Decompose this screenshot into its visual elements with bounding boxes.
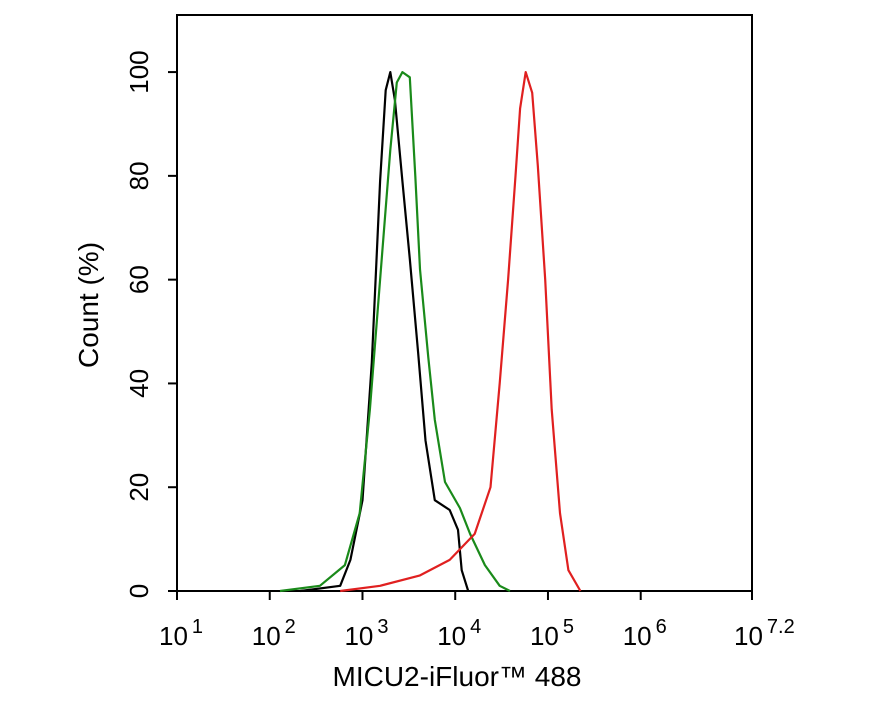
plot-frame bbox=[176, 14, 753, 592]
y-tick-label: 100 bbox=[124, 50, 154, 93]
x-axis-label: MICU2-iFluor™ 488 bbox=[333, 661, 582, 692]
y-tick-label: 0 bbox=[124, 584, 154, 598]
x-tick-base: 10 bbox=[437, 621, 466, 651]
x-tick-base: 10 bbox=[252, 621, 281, 651]
x-tick-exponent: 6 bbox=[656, 616, 667, 638]
x-tick-exponent: 5 bbox=[563, 616, 574, 638]
x-tick-label: 10 5 bbox=[530, 616, 574, 651]
x-tick-label: 10 4 bbox=[437, 616, 481, 651]
x-tick-label: 10 1 bbox=[159, 616, 203, 651]
y-tick-label: 40 bbox=[124, 369, 154, 398]
x-tick-label: 10 6 bbox=[623, 616, 667, 651]
x-tick-exponent: 7.2 bbox=[767, 616, 795, 638]
x-tick-base: 10 bbox=[734, 621, 763, 651]
x-tick-exponent: 2 bbox=[285, 616, 296, 638]
y-axis-label: Count (%) bbox=[73, 242, 104, 368]
x-tick-label: 10 2 bbox=[252, 616, 296, 651]
y-tick-label: 20 bbox=[124, 473, 154, 502]
histogram-line bbox=[279, 71, 511, 593]
x-tick-base: 10 bbox=[530, 621, 559, 651]
y-tick-label: 60 bbox=[124, 265, 154, 294]
x-tick-base: 10 bbox=[159, 621, 188, 651]
x-tick-exponent: 3 bbox=[377, 616, 388, 638]
histogram-line bbox=[340, 71, 582, 593]
y-tick-label: 80 bbox=[124, 161, 154, 190]
x-tick-label: 10 3 bbox=[344, 616, 388, 651]
histogram-line bbox=[300, 71, 470, 593]
x-tick-base: 10 bbox=[623, 621, 652, 651]
x-tick-label: 10 7.2 bbox=[734, 616, 795, 651]
x-tick-exponent: 1 bbox=[192, 616, 203, 638]
x-tick-base: 10 bbox=[344, 621, 373, 651]
x-tick-exponent: 4 bbox=[470, 616, 481, 638]
